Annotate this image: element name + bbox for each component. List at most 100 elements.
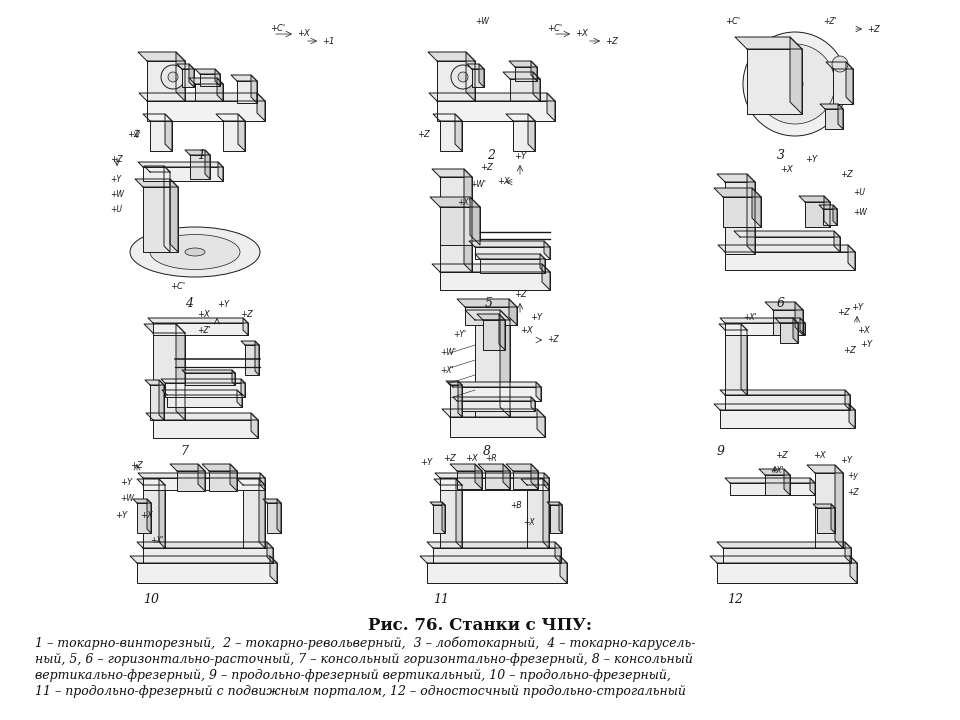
Polygon shape	[446, 381, 462, 385]
Polygon shape	[448, 382, 541, 387]
Circle shape	[168, 72, 178, 82]
Text: +W: +W	[853, 208, 867, 217]
Bar	[153, 323, 248, 335]
Polygon shape	[145, 380, 164, 385]
Polygon shape	[509, 61, 537, 67]
Polygon shape	[759, 469, 790, 475]
Ellipse shape	[185, 248, 205, 256]
Bar	[480, 259, 545, 273]
Text: +Z: +Z	[775, 451, 788, 460]
Text: +X: +X	[197, 310, 209, 319]
Bar	[717, 563, 857, 583]
Bar	[433, 548, 561, 563]
Polygon shape	[775, 318, 798, 323]
Bar	[483, 320, 505, 350]
Polygon shape	[137, 542, 273, 548]
Polygon shape	[241, 379, 245, 397]
Polygon shape	[130, 556, 277, 563]
Polygon shape	[457, 299, 517, 307]
Text: +W: +W	[120, 494, 133, 503]
Bar	[730, 483, 815, 495]
Text: +Z: +Z	[127, 130, 140, 139]
Bar	[177, 471, 205, 491]
Polygon shape	[433, 114, 462, 121]
Polygon shape	[176, 52, 185, 101]
Circle shape	[755, 44, 835, 124]
Polygon shape	[139, 93, 265, 101]
Bar	[747, 49, 802, 114]
Polygon shape	[845, 390, 850, 410]
Bar	[433, 505, 445, 533]
Bar	[833, 69, 853, 104]
Polygon shape	[848, 245, 855, 270]
Polygon shape	[555, 542, 561, 563]
Text: +Y: +Y	[851, 303, 863, 312]
Polygon shape	[237, 390, 242, 407]
Circle shape	[832, 56, 848, 72]
Polygon shape	[725, 478, 815, 483]
Polygon shape	[432, 169, 472, 177]
Text: +X: +X	[780, 165, 793, 174]
Polygon shape	[147, 499, 151, 533]
Text: +Z: +Z	[867, 24, 879, 34]
Polygon shape	[710, 556, 857, 563]
Text: +Z: +Z	[480, 163, 492, 172]
Text: +B: +B	[510, 501, 521, 510]
Text: +X: +X	[813, 451, 826, 460]
Text: +Z: +Z	[240, 310, 252, 319]
Polygon shape	[170, 464, 205, 471]
Text: 1: 1	[197, 149, 205, 162]
Text: вертикально-фрезерный, 9 – продольно-фрезерный вертикальный, 10 – продольно-фрез: вертикально-фрезерный, 9 – продольно-фре…	[35, 669, 671, 682]
Polygon shape	[464, 169, 472, 272]
Text: +Z: +Z	[417, 130, 430, 139]
Polygon shape	[420, 556, 567, 563]
Bar	[440, 272, 550, 290]
Polygon shape	[456, 479, 462, 548]
Polygon shape	[230, 464, 237, 491]
Polygon shape	[850, 556, 857, 583]
Text: 5: 5	[485, 297, 493, 310]
Polygon shape	[430, 197, 480, 207]
Bar	[720, 410, 855, 428]
Text: 4: 4	[185, 297, 193, 310]
Text: 11: 11	[433, 593, 449, 606]
Bar	[513, 471, 538, 489]
Polygon shape	[834, 231, 840, 252]
Bar	[143, 478, 265, 490]
Polygon shape	[434, 479, 462, 485]
Polygon shape	[719, 324, 747, 330]
Polygon shape	[270, 556, 277, 583]
Text: +W': +W'	[440, 348, 456, 357]
Text: +Y': +Y'	[453, 330, 467, 339]
Polygon shape	[477, 314, 505, 320]
Polygon shape	[429, 93, 555, 101]
Polygon shape	[506, 464, 538, 471]
Text: +Y: +Y	[860, 340, 872, 349]
Bar	[513, 121, 535, 151]
Text: +C': +C'	[547, 24, 563, 33]
Polygon shape	[734, 231, 840, 237]
Polygon shape	[195, 69, 220, 74]
Polygon shape	[521, 479, 549, 485]
Ellipse shape	[130, 227, 260, 277]
Polygon shape	[259, 479, 265, 548]
Bar	[182, 69, 194, 87]
Polygon shape	[714, 404, 855, 410]
Text: +Y: +Y	[110, 175, 121, 184]
Polygon shape	[784, 469, 790, 495]
Polygon shape	[531, 61, 537, 81]
Bar	[740, 237, 840, 252]
Text: 10: 10	[143, 593, 159, 606]
Text: +X: +X	[857, 326, 870, 335]
Polygon shape	[479, 64, 484, 87]
Polygon shape	[831, 504, 835, 533]
Text: +X: +X	[297, 30, 310, 38]
Polygon shape	[543, 479, 549, 548]
Polygon shape	[442, 502, 445, 533]
Bar	[150, 172, 170, 252]
Text: +X': +X'	[743, 313, 756, 322]
Bar	[190, 155, 210, 179]
Polygon shape	[159, 479, 165, 548]
Polygon shape	[720, 318, 805, 323]
Text: 11 – продольно-фрезерный с подвижным порталом, 12 – одностосчный продольно-строг: 11 – продольно-фрезерный с подвижным пор…	[35, 685, 685, 698]
